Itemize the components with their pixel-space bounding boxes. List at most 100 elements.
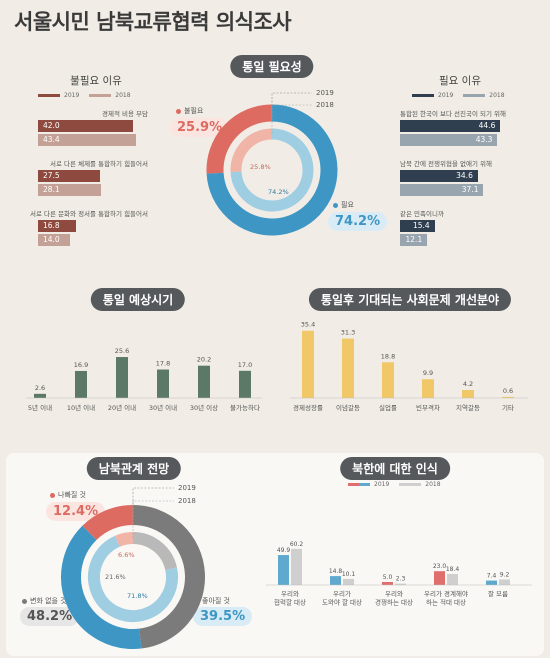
timing-category-label: 30년 이내	[149, 403, 177, 412]
perception-category-label: 잘 모름	[488, 590, 508, 598]
donut1-inner-unneeded-arc	[230, 128, 273, 173]
donut2-outer-same	[132, 505, 205, 649]
section-pill-perception: 북한에 대한 인식	[340, 457, 450, 480]
donut2-inner-worse: 6.6%	[118, 551, 135, 559]
perception-value-2019: 14.8	[329, 568, 343, 575]
section-pill-timing: 통일 예상시기	[90, 288, 186, 311]
perception-bar-2018	[343, 578, 354, 585]
donut1-needed-label: 필요	[333, 200, 354, 210]
unneeded-reason-label: 서로 다른 문화와 정서를 통합하기 힘들어서	[30, 210, 148, 218]
legend-swatch-2018	[89, 94, 112, 97]
legend-swatch-2018	[463, 94, 486, 97]
legend-label-2019: 2019	[374, 481, 390, 488]
donut2-inner-same: 21.6%	[105, 573, 126, 581]
timing-bar	[198, 365, 210, 398]
donut1-leader-2018	[271, 104, 312, 134]
improvement-category-label: 경제성장률	[293, 403, 323, 412]
needed-reason-label: 남북 간에 전쟁위협을 없애기 위해	[400, 160, 492, 168]
legend-swatch-2018	[399, 483, 422, 486]
legend-label-2019: 2019	[64, 92, 80, 99]
improvement-value-label: 18.8	[381, 352, 395, 360]
improvement-category-label: 빈부격차	[416, 403, 440, 412]
improvement-category-label: 이념갈등	[336, 403, 360, 412]
timing-value-label: 25.6	[115, 347, 129, 355]
timing-category-label: 불가능하다	[230, 403, 260, 412]
unneeded-bar-2018: 28.1	[38, 184, 102, 196]
needed-reason-label: 같은 민족이니까	[400, 210, 444, 218]
improvement-value-label: 31.3	[341, 329, 355, 337]
donut1-unneeded-value: 25.9%	[170, 118, 230, 137]
perception-category-label: 우리와 경쟁하는 대상	[375, 589, 413, 607]
donut2-inner-worse-arc	[114, 532, 134, 547]
donut2-leader-2018	[132, 500, 174, 538]
donut2-same-label: 변화 없을 것	[22, 596, 67, 606]
legend-label-2018: 2018	[115, 92, 131, 99]
donut2-better-value: 39.5%	[193, 607, 253, 626]
donut1-leader-2019	[271, 92, 312, 113]
improvement-bar	[502, 396, 514, 398]
perception-category-label: 우리와 협력할 대상	[274, 589, 306, 607]
timing-category-label: 30년 이상	[190, 403, 218, 412]
timing-bar	[75, 370, 87, 398]
improvement-bar	[342, 338, 354, 398]
needed-reason-label: 통합된 한국이 보다 선진국이 되기 위해	[400, 110, 507, 118]
improvement-bar	[462, 390, 474, 398]
timing-category-label: 5년 이내	[28, 403, 52, 412]
donut1-outer-needed	[206, 104, 338, 236]
perception-bar-2019	[382, 582, 393, 585]
needed-bar-2019: 15.4	[400, 220, 435, 232]
perception-value-2019: 7.4	[487, 573, 497, 580]
improvement-category-label: 실업률	[379, 403, 397, 412]
improvement-bar	[422, 379, 434, 398]
unneeded-bar-2019: 27.5	[38, 170, 100, 182]
perception-category-label: 우리가 경계해야 하는 적대 대상	[424, 589, 468, 607]
improvement-value-label: 0.6	[503, 387, 513, 395]
heading-unneeded-reasons: 불필요 이유	[70, 75, 122, 87]
perception-value-2018: 60.2	[290, 541, 304, 548]
legend-swatch-2019	[412, 94, 434, 97]
donut1-inner-needed: 74.2%	[268, 188, 289, 196]
improvement-category-label: 지역갈등	[456, 403, 480, 412]
perception-value-2019: 23.0	[433, 563, 447, 570]
donut1-inner-unneeded: 25.8%	[250, 163, 271, 171]
perception-value-2018: 18.4	[446, 566, 460, 573]
legend-right: 2019 2018	[412, 92, 505, 99]
donut2-inner-better-arc	[88, 535, 178, 622]
perception-bar-2018	[395, 583, 406, 585]
perception-value-2018: 10.1	[342, 571, 356, 578]
section-pill-need: 통일 필요성	[230, 55, 314, 78]
timing-bar	[34, 393, 46, 398]
donut2-inner-better: 71.8%	[127, 592, 148, 600]
perception-bar-2018	[499, 579, 510, 585]
donut2-outer-worse	[82, 505, 134, 541]
donut1-outer-unneeded	[206, 104, 273, 174]
needed-bar-2018: 43.3	[400, 134, 498, 146]
donut1-year-2019: 2019	[316, 89, 334, 97]
donut1-unneeded-label: 불필요	[176, 106, 203, 116]
perception-value-2018: 2.3	[396, 576, 406, 583]
donut1-inner-needed-arc	[230, 128, 314, 212]
perception-bar-2019	[330, 576, 341, 585]
timing-bar	[239, 370, 251, 398]
improvement-value-label: 4.2	[463, 380, 473, 388]
improvement-value-label: 9.9	[423, 369, 433, 377]
perception-category-label: 우리가 도와야 할 대상	[322, 589, 362, 607]
timing-bar	[116, 357, 128, 398]
unneeded-reason-label: 서로 다른 체제를 통합하기 힘들어서	[50, 160, 148, 168]
perception-bar-2019	[486, 580, 497, 585]
legend-label-2018: 2018	[489, 92, 505, 99]
donut2-outer-better	[61, 525, 142, 649]
perception-value-2019: 5.0	[383, 574, 393, 581]
donut2-year-2018: 2018	[178, 497, 196, 505]
donut2-worse-value: 12.4%	[46, 502, 106, 521]
legend-label-2018: 2018	[425, 481, 441, 488]
donut1-needed-value: 74.2%	[328, 212, 388, 231]
page-title: 서울시민 남북교류협력 의식조사	[14, 10, 292, 34]
legend-swatch-2019	[348, 483, 370, 486]
legend-perception: 2019 2018	[348, 481, 441, 488]
unneeded-bar-2018: 43.4	[38, 134, 136, 146]
donut2-worse-label: 나빠질 것	[50, 490, 86, 500]
donut1-year-2018: 2018	[316, 101, 334, 109]
timing-value-label: 17.0	[238, 361, 252, 369]
